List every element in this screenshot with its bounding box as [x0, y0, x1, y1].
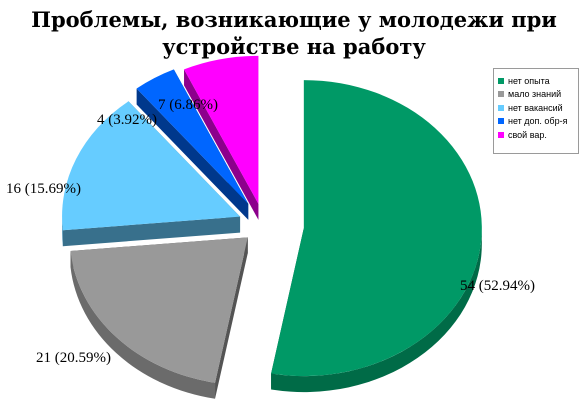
data-label-malo-znaniy: 21 (20.59%): [36, 350, 111, 366]
chart-title: Проблемы, возникающие у молодежи при уст…: [20, 6, 568, 60]
legend-item-net-vakansiy: нет вакансий: [498, 101, 578, 115]
legend-label: мало знаний: [508, 89, 562, 100]
pie-slice-свой-вар-: [184, 55, 259, 204]
legend-label: свой вар.: [508, 129, 547, 140]
chart-title-line-2: устройстве на работу: [162, 34, 426, 59]
legend-swatch: [498, 91, 504, 98]
pie-slice-нет-вакансий: [62, 101, 241, 231]
legend-label: нет вакансий: [508, 102, 563, 113]
slice-wall: [136, 88, 249, 220]
pie-slice-нет-доп-обр-я: [136, 69, 249, 204]
legend-item-net-dop-obr: нет доп. обр-я: [498, 115, 578, 129]
slice-wall: [62, 216, 241, 247]
slice-rim: [62, 216, 63, 247]
data-label-net-vakansiy: 16 (15.69%): [6, 181, 81, 197]
slice-wall: [215, 237, 248, 399]
legend-swatch: [498, 77, 504, 84]
pie-slices: [62, 55, 482, 399]
chart-title-line-1: Проблемы, возникающие у молодежи при: [31, 7, 557, 32]
pie-slice-нет-опыта: [271, 80, 482, 377]
data-label-net-dop-obr: 4 (3.92%): [97, 112, 157, 128]
legend-item-svoy-var: свой вар.: [498, 128, 578, 142]
chart-legend: нет опыта мало знаний нет вакансий нет д…: [493, 68, 579, 154]
slice-rim: [70, 250, 216, 399]
legend-swatch: [498, 131, 504, 138]
legend-item-net-opyta: нет опыта: [498, 74, 578, 88]
data-label-net-opyta: 54 (52.94%): [460, 278, 535, 294]
slice-wall: [184, 69, 259, 220]
legend-swatch: [498, 118, 504, 125]
legend-swatch: [498, 104, 504, 111]
data-label-svoy-var: 7 (6.86%): [158, 97, 218, 113]
legend-label: нет доп. обр-я: [508, 116, 568, 127]
pie-slice-мало-знаний: [70, 237, 248, 383]
legend-item-malo-znaniy: мало знаний: [498, 88, 578, 102]
legend-label: нет опыта: [508, 75, 550, 86]
